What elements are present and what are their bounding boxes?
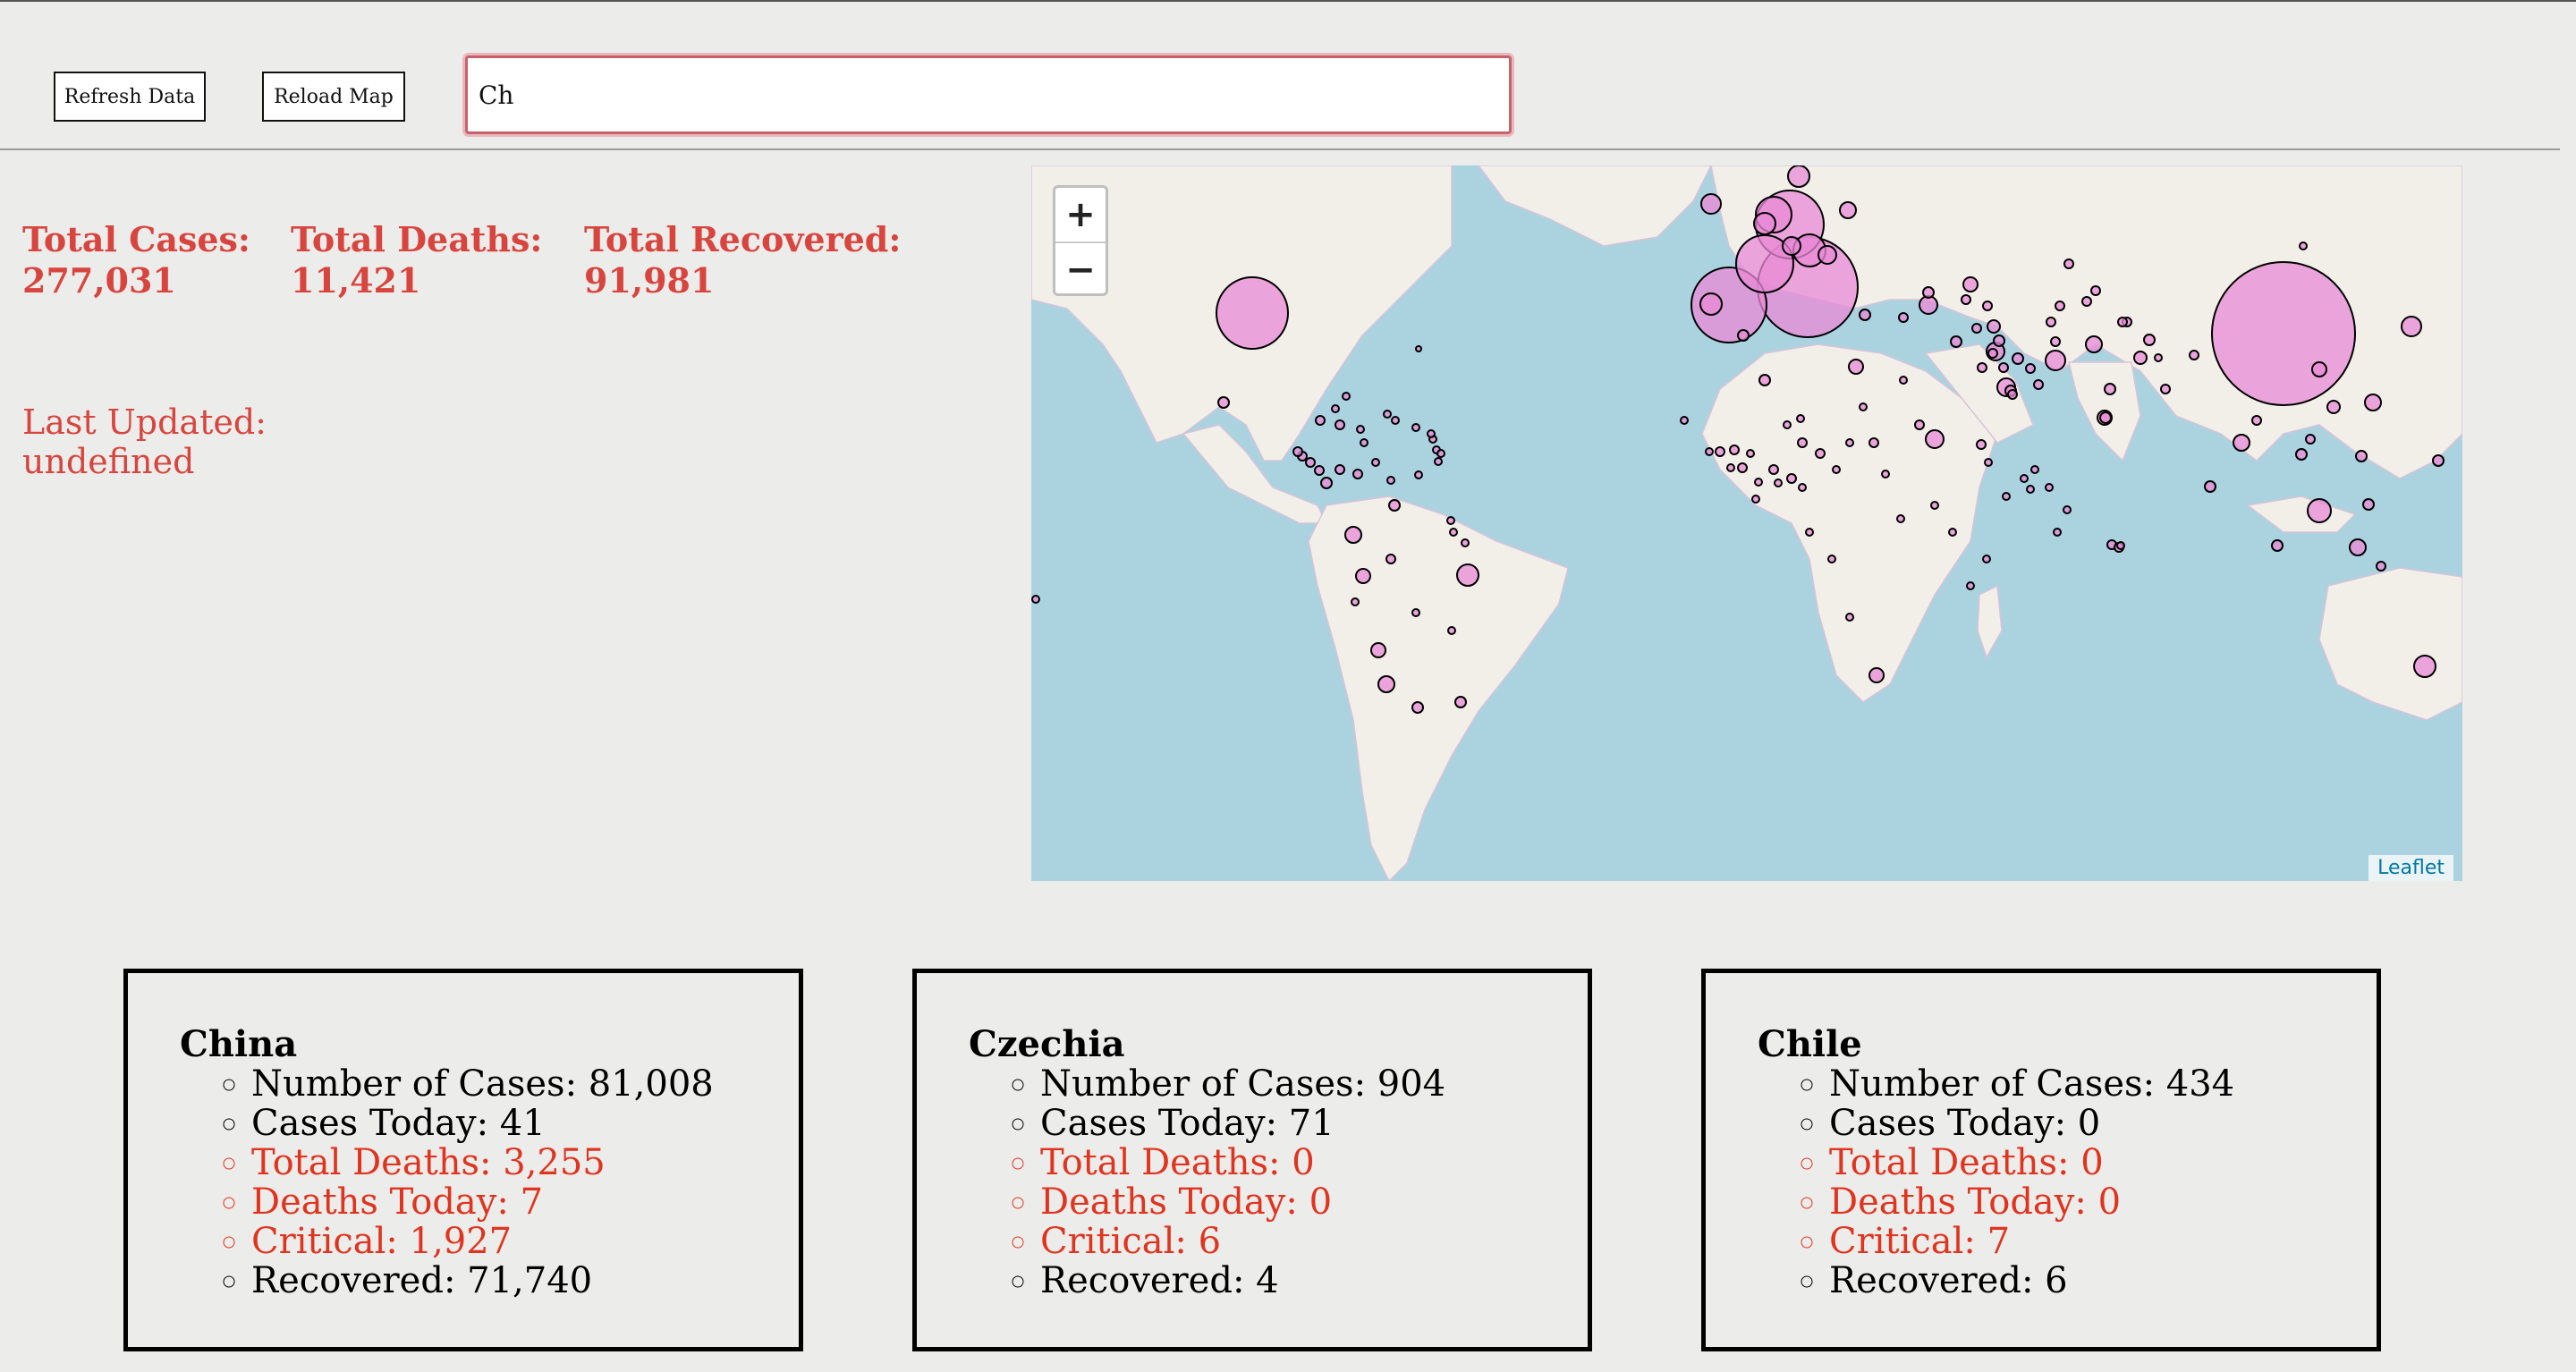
- total-cases-stat: Total Cases: 277,031: [22, 219, 250, 301]
- refresh-data-button[interactable]: Refresh Data: [54, 72, 206, 122]
- total-deaths-stat: Total Deaths: 11,421: [291, 219, 542, 301]
- stat-total-deaths: Total Deaths: 0: [1829, 1143, 2234, 1182]
- total-cases-value: 277,031: [22, 260, 176, 301]
- stat-deaths-today: Deaths Today: 7: [251, 1182, 714, 1222]
- reload-map-button[interactable]: Reload Map: [262, 72, 405, 122]
- zoom-out-button[interactable]: −: [1065, 250, 1096, 291]
- stat-total-deaths: Total Deaths: 0: [1040, 1143, 1445, 1182]
- africa-land: [1701, 343, 1998, 703]
- country-card-czechia: Czechia Number of Cases: 904 Cases Today…: [912, 969, 1592, 1351]
- toolbar: Refresh Data Reload Map: [0, 0, 2576, 150]
- stat-deaths-today: Deaths Today: 0: [1829, 1182, 2234, 1222]
- header-divider: [0, 148, 2560, 150]
- australia-land: [2318, 567, 2462, 721]
- stat-total-deaths: Total Deaths: 3,255: [251, 1143, 714, 1182]
- madagascar-land: [1977, 584, 2003, 659]
- total-cases-label: Total Cases:: [22, 219, 250, 259]
- zoom-in-button[interactable]: +: [1055, 188, 1106, 243]
- country-name: Czechia: [969, 1023, 1125, 1065]
- last-updated: Last Updated: undefined: [22, 402, 267, 481]
- stat-cases: Number of Cases: 81,008: [251, 1064, 714, 1104]
- country-name: Chile: [1758, 1023, 1862, 1065]
- greenland-land: [1478, 165, 1712, 247]
- stat-recovered: Recovered: 4: [1040, 1261, 1445, 1300]
- total-deaths-value: 11,421: [291, 260, 421, 301]
- marker-usa: [1216, 276, 1289, 350]
- arabia-land: [1924, 343, 2034, 444]
- map-tiles: [1031, 165, 2462, 881]
- country-card-china: China Number of Cases: 81,008 Cases Toda…: [123, 969, 803, 1351]
- stat-recovered: Recovered: 6: [1829, 1261, 2234, 1300]
- country-card-chile: Chile Number of Cases: 434 Cases Today: …: [1701, 969, 2381, 1351]
- total-deaths-label: Total Deaths:: [291, 219, 543, 259]
- last-updated-value: undefined: [22, 442, 195, 481]
- stat-cases-today: Cases Today: 41: [251, 1104, 714, 1143]
- stat-critical: Critical: 7: [1829, 1222, 2234, 1261]
- country-name: China: [180, 1023, 298, 1065]
- stat-cases: Number of Cases: 434: [1829, 1064, 2234, 1104]
- stat-critical: Critical: 1,927: [251, 1222, 714, 1261]
- case-markers: [1031, 165, 2445, 714]
- stat-recovered: Recovered: 71,740: [251, 1261, 714, 1300]
- stat-deaths-today: Deaths Today: 0: [1040, 1182, 1445, 1222]
- last-updated-label: Last Updated:: [22, 402, 267, 442]
- country-stats-list: Number of Cases: 904 Cases Today: 71 Tot…: [969, 1064, 1445, 1300]
- total-recovered-stat: Total Recovered: 91,981: [584, 219, 901, 301]
- total-recovered-value: 91,981: [584, 260, 715, 301]
- south-america-land: [1308, 495, 1569, 881]
- stat-critical: Critical: 6: [1040, 1222, 1445, 1261]
- southeast-asia-land: [2246, 495, 2357, 533]
- total-recovered-label: Total Recovered:: [584, 219, 902, 259]
- world-map[interactable]: + − Leaflet: [1031, 165, 2462, 881]
- marker-china: [2211, 261, 2356, 406]
- country-stats-list: Number of Cases: 434 Cases Today: 0 Tota…: [1758, 1064, 2234, 1300]
- stat-cases: Number of Cases: 904: [1040, 1064, 1445, 1104]
- stat-cases-today: Cases Today: 0: [1829, 1104, 2234, 1143]
- country-stats-list: Number of Cases: 81,008 Cases Today: 41 …: [180, 1064, 714, 1300]
- leaflet-attribution-link[interactable]: Leaflet: [2368, 855, 2453, 881]
- country-search-input[interactable]: [465, 55, 1512, 134]
- stat-cases-today: Cases Today: 71: [1040, 1104, 1445, 1143]
- zoom-control: + −: [1053, 185, 1108, 296]
- window-top-border: [0, 0, 2576, 2]
